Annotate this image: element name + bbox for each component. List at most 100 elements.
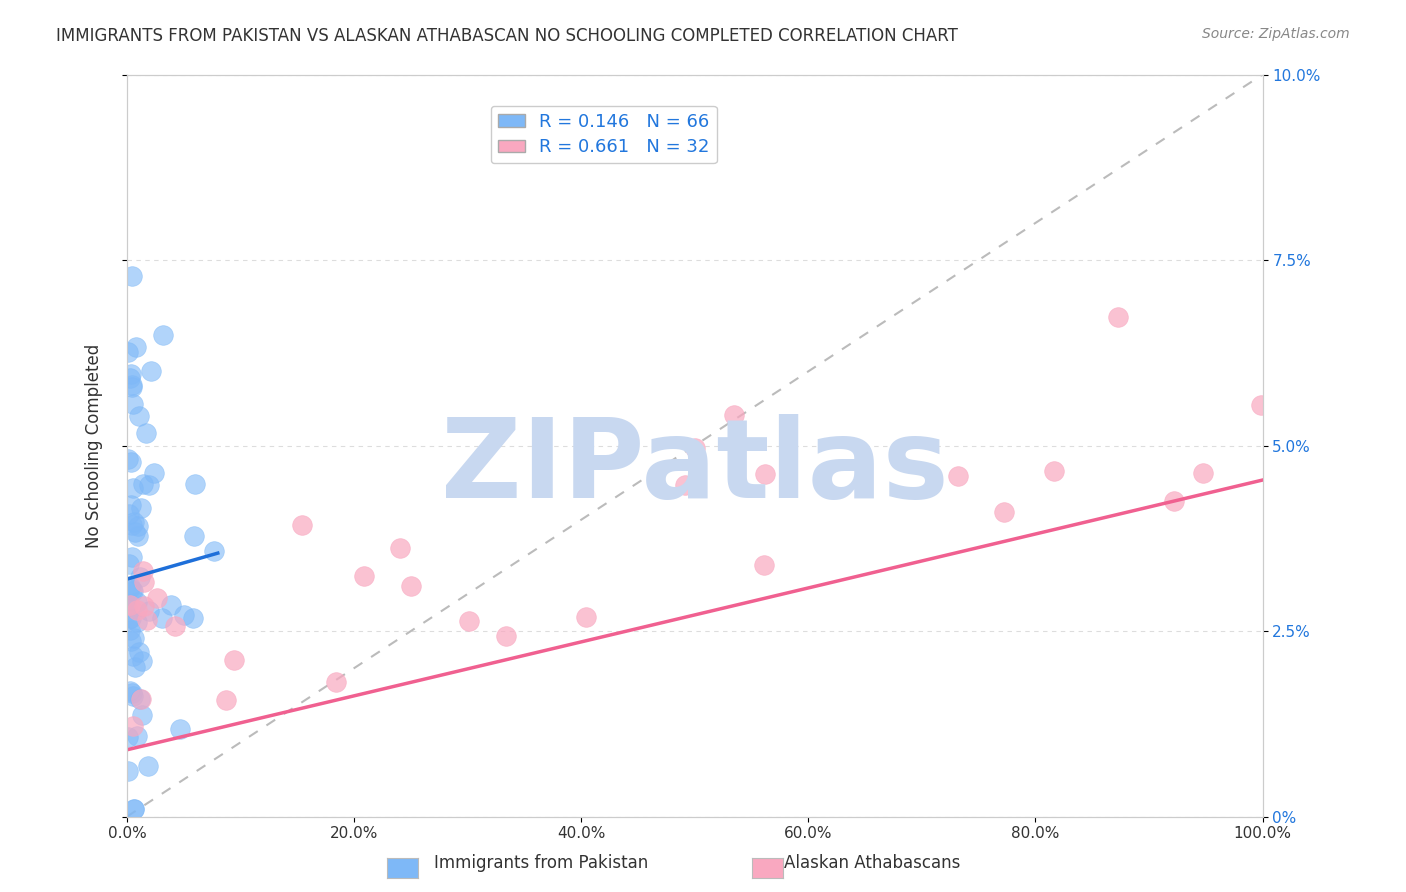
Point — [122, 719, 145, 733]
Point — [120, 634, 142, 648]
Point — [683, 441, 706, 455]
Point — [202, 544, 225, 558]
Point — [183, 528, 205, 542]
Point — [128, 692, 150, 706]
Point — [121, 378, 143, 392]
Point — [129, 501, 152, 516]
Text: Immigrants from Pakistan: Immigrants from Pakistan — [434, 855, 648, 872]
Point — [118, 611, 141, 625]
Point — [754, 467, 776, 482]
Point — [181, 610, 204, 624]
Point — [127, 729, 149, 743]
Point — [160, 598, 183, 612]
Point — [120, 581, 142, 595]
Point — [118, 557, 141, 571]
Point — [120, 367, 142, 381]
Point — [135, 425, 157, 440]
Point — [131, 564, 153, 578]
Point — [120, 684, 142, 698]
Text: ZIPatlas: ZIPatlas — [441, 414, 949, 521]
Point — [122, 397, 145, 411]
Point — [117, 452, 139, 467]
Point — [122, 632, 145, 646]
Point — [152, 328, 174, 343]
Point — [131, 654, 153, 668]
Point — [723, 408, 745, 422]
Point — [169, 722, 191, 736]
Point — [173, 607, 195, 622]
Point — [120, 611, 142, 625]
Point — [128, 409, 150, 424]
Point — [215, 693, 238, 707]
Point — [1107, 310, 1129, 324]
Point — [138, 758, 160, 772]
Point — [946, 468, 969, 483]
Point — [143, 466, 166, 480]
Point — [125, 603, 148, 617]
Point — [124, 525, 146, 540]
Point — [134, 599, 156, 613]
Point — [136, 614, 159, 628]
Point — [675, 478, 697, 492]
Point — [121, 583, 143, 598]
Point — [127, 518, 149, 533]
Point — [141, 364, 163, 378]
Point — [129, 692, 152, 706]
Point — [125, 615, 148, 629]
Point — [1250, 398, 1272, 412]
Point — [388, 541, 411, 556]
Point — [122, 583, 145, 598]
Point — [117, 764, 139, 778]
Point — [121, 268, 143, 283]
Point — [150, 611, 173, 625]
Point — [121, 549, 143, 564]
Text: Source: ZipAtlas.com: Source: ZipAtlas.com — [1202, 27, 1350, 41]
Point — [993, 505, 1015, 519]
Point — [125, 340, 148, 354]
Text: IMMIGRANTS FROM PAKISTAN VS ALASKAN ATHABASCAN NO SCHOOLING COMPLETED CORRELATIO: IMMIGRANTS FROM PAKISTAN VS ALASKAN ATHA… — [56, 27, 957, 45]
Point — [138, 604, 160, 618]
Point — [495, 629, 517, 643]
Y-axis label: No Schooling Completed: No Schooling Completed — [86, 343, 103, 548]
Point — [120, 498, 142, 512]
Point — [165, 619, 187, 633]
Point — [117, 730, 139, 744]
Point — [118, 597, 141, 611]
Point — [1043, 464, 1066, 478]
Point — [122, 802, 145, 816]
Point — [120, 455, 142, 469]
Point — [1192, 466, 1215, 480]
Point — [1163, 494, 1185, 508]
Point — [118, 598, 141, 612]
Point — [121, 518, 143, 533]
Point — [457, 615, 479, 629]
Point — [124, 660, 146, 674]
Point — [138, 478, 160, 492]
Point — [117, 345, 139, 359]
Point — [134, 575, 156, 590]
Text: Alaskan Athabascans: Alaskan Athabascans — [783, 855, 960, 872]
Point — [121, 481, 143, 495]
Point — [222, 653, 245, 667]
Point — [325, 674, 347, 689]
Point — [118, 371, 141, 385]
Point — [121, 686, 143, 700]
Point — [132, 477, 155, 491]
Point — [399, 579, 422, 593]
Point — [752, 558, 775, 573]
Point — [122, 515, 145, 529]
Point — [118, 579, 141, 593]
Point — [131, 708, 153, 723]
Point — [121, 380, 143, 394]
Legend: R = 0.146   N = 66, R = 0.661   N = 32: R = 0.146 N = 66, R = 0.661 N = 32 — [491, 106, 717, 163]
Point — [115, 600, 138, 615]
Point — [118, 623, 141, 637]
Point — [129, 570, 152, 584]
Point — [118, 507, 141, 521]
Point — [128, 645, 150, 659]
Point — [122, 689, 145, 703]
Point — [146, 591, 169, 606]
Point — [122, 802, 145, 816]
Point — [291, 518, 314, 533]
Point — [127, 529, 149, 543]
